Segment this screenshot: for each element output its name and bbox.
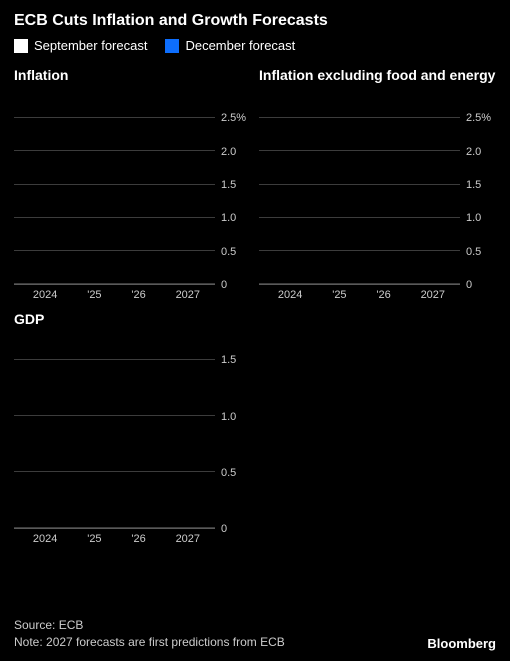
x-tick-label: 2027 xyxy=(176,533,200,545)
y-tick-label: 0 xyxy=(221,523,227,535)
y-tick-label: 2.5% xyxy=(466,112,491,124)
chart-inflation: Inflation 0 0.5 1.0 1.5 2.0 2.5% 2024 '25 '26 2027 xyxy=(14,67,251,301)
page-title: ECB Cuts Inflation and Growth Forecasts xyxy=(14,12,496,30)
y-tick-label: 0.5 xyxy=(221,467,236,479)
legend-item-dec: December forecast xyxy=(165,38,295,53)
plot xyxy=(14,105,215,285)
plot xyxy=(259,105,460,285)
footer-source-block: Source: ECB Note: 2027 forecasts are fir… xyxy=(14,617,285,651)
bars-row xyxy=(14,105,215,284)
x-axis: 2024 '25 '26 2027 xyxy=(259,285,496,301)
y-tick-label: 1.5 xyxy=(221,354,236,366)
legend-item-sept: September forecast xyxy=(14,38,147,53)
chart-gdp: GDP 0 0.5 1.0 1.5 2024 '25 '26 2027 xyxy=(14,311,251,545)
x-tick-label: 2027 xyxy=(176,289,200,301)
x-tick-label: 2024 xyxy=(278,289,302,301)
bars-row xyxy=(259,105,460,284)
chart-container: ECB Cuts Inflation and Growth Forecasts … xyxy=(0,0,510,557)
y-tick-label: 0.5 xyxy=(221,246,236,258)
legend-label-dec: December forecast xyxy=(185,38,295,53)
y-tick-label: 1.5 xyxy=(466,179,481,191)
x-tick-label: '26 xyxy=(131,289,145,301)
y-tick-label: 0 xyxy=(221,279,227,291)
x-axis: 2024 '25 '26 2027 xyxy=(14,285,251,301)
footer-brand: Bloomberg xyxy=(427,636,496,651)
footer-source: Source: ECB xyxy=(14,617,285,634)
footer: Source: ECB Note: 2027 forecasts are fir… xyxy=(14,617,496,651)
legend-label-sept: September forecast xyxy=(34,38,147,53)
y-tick-label: 1.5 xyxy=(221,179,236,191)
y-tick-label: 0 xyxy=(466,279,472,291)
charts-grid: Inflation 0 0.5 1.0 1.5 2.0 2.5% 2024 '25 '26 2027… xyxy=(14,67,496,545)
x-tick-label: '25 xyxy=(87,533,101,545)
y-axis: 00.51.01.5 xyxy=(215,349,251,529)
y-tick-label: 0.5 xyxy=(466,246,481,258)
plot xyxy=(14,349,215,529)
x-tick-label: '26 xyxy=(131,533,145,545)
chart-title-gdp: GDP xyxy=(14,311,251,345)
y-tick-label: 1.0 xyxy=(221,212,236,224)
x-tick-label: '25 xyxy=(87,289,101,301)
x-tick-label: 2024 xyxy=(33,533,57,545)
y-tick-label: 2.0 xyxy=(466,146,481,158)
bars-row xyxy=(14,349,215,528)
x-axis: 2024 '25 '26 2027 xyxy=(14,529,251,545)
y-tick-label: 1.0 xyxy=(221,411,236,423)
chart-title-inflation: Inflation xyxy=(14,67,251,101)
x-tick-label: 2027 xyxy=(421,289,445,301)
y-tick-label: 2.5% xyxy=(221,112,246,124)
x-tick-label: '25 xyxy=(332,289,346,301)
footer-note: Note: 2027 forecasts are first predictio… xyxy=(14,634,285,651)
y-axis: 00.51.01.52.02.5% xyxy=(460,105,496,285)
x-tick-label: '26 xyxy=(376,289,390,301)
chart-area: 00.51.01.5 xyxy=(14,349,251,529)
chart-area: 00.51.01.52.02.5% xyxy=(14,105,251,285)
swatch-dec-icon xyxy=(165,39,179,53)
chart-area: 00.51.01.52.02.5% xyxy=(259,105,496,285)
y-tick-label: 1.0 xyxy=(466,212,481,224)
x-tick-label: 2024 xyxy=(33,289,57,301)
chart-core: Inflation excluding food and energy 0 0.5 1… xyxy=(259,67,496,301)
y-tick-label: 2.0 xyxy=(221,146,236,158)
y-axis: 00.51.01.52.02.5% xyxy=(215,105,251,285)
swatch-sept-icon xyxy=(14,39,28,53)
chart-title-core: Inflation excluding food and energy xyxy=(259,67,496,101)
legend: September forecast December forecast xyxy=(14,38,496,53)
